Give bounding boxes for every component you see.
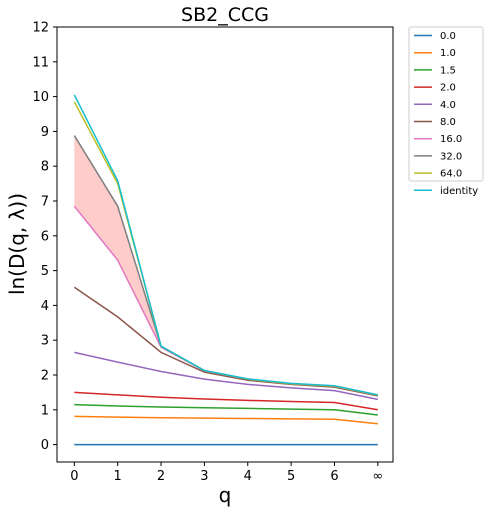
y-tick-label: 0 [41,438,49,453]
plot-frame [56,26,394,463]
series-line-2 [74,403,378,416]
x-tick-label: 6 [330,469,338,484]
x-tick-label: 1 [114,469,122,484]
x-axis: 0 1 2 3 4 5 6 ∞ [70,462,383,484]
y-tick-label: 1 [41,403,49,418]
series-line-3 [74,391,378,411]
y-tick-label: 5 [41,264,49,279]
y-tick-label: 7 [41,195,49,210]
y-tick-label: 8 [41,160,49,175]
y-tick-label: 9 [41,125,49,140]
x-tick-label: 2 [157,469,165,484]
plot-area [73,94,378,446]
legend-entry: 0.0 [440,31,456,42]
y-axis-label: ln(D(q, λ)) [5,193,29,295]
legend-entry: 32.0 [440,151,462,162]
legend-entry: 16.0 [440,134,462,145]
y-tick-label: 3 [41,334,49,349]
legend-entry: 2.0 [440,83,456,94]
y-tick-label: 11 [32,55,49,70]
legend-frame [408,26,484,182]
y-tick-label: 4 [41,299,49,314]
y-tick-label: 2 [41,369,49,384]
x-axis-label: q [219,483,232,507]
legend: 0.0 1.0 1.5 2.0 4.0 8.0 16.0 32.0 64.0 identity [408,26,484,197]
x-tick-label: 3 [200,469,208,484]
series-line-1 [74,415,378,425]
legend-entry: 4.0 [440,100,456,111]
series-line-5 [73,286,378,397]
legend-entry: 1.0 [440,48,456,59]
y-tick-label: 6 [41,229,49,244]
x-tick-label: 4 [244,469,252,484]
shaded-region [74,135,378,396]
series-line-4 [74,351,378,401]
x-tick-label: 5 [287,469,295,484]
y-tick-label: 10 [32,90,49,105]
x-tick-label: 0 [70,469,78,484]
series-line-9 [73,94,378,396]
chart-title: SB2_CCG [181,4,269,26]
legend-entry: 64.0 [440,169,462,180]
y-tick-label: 12 [32,21,49,36]
x-tick-label: ∞ [372,469,383,484]
legend-entry: 8.0 [440,117,456,128]
legend-entry: identity [440,186,478,197]
legend-entry: 1.5 [440,65,456,76]
